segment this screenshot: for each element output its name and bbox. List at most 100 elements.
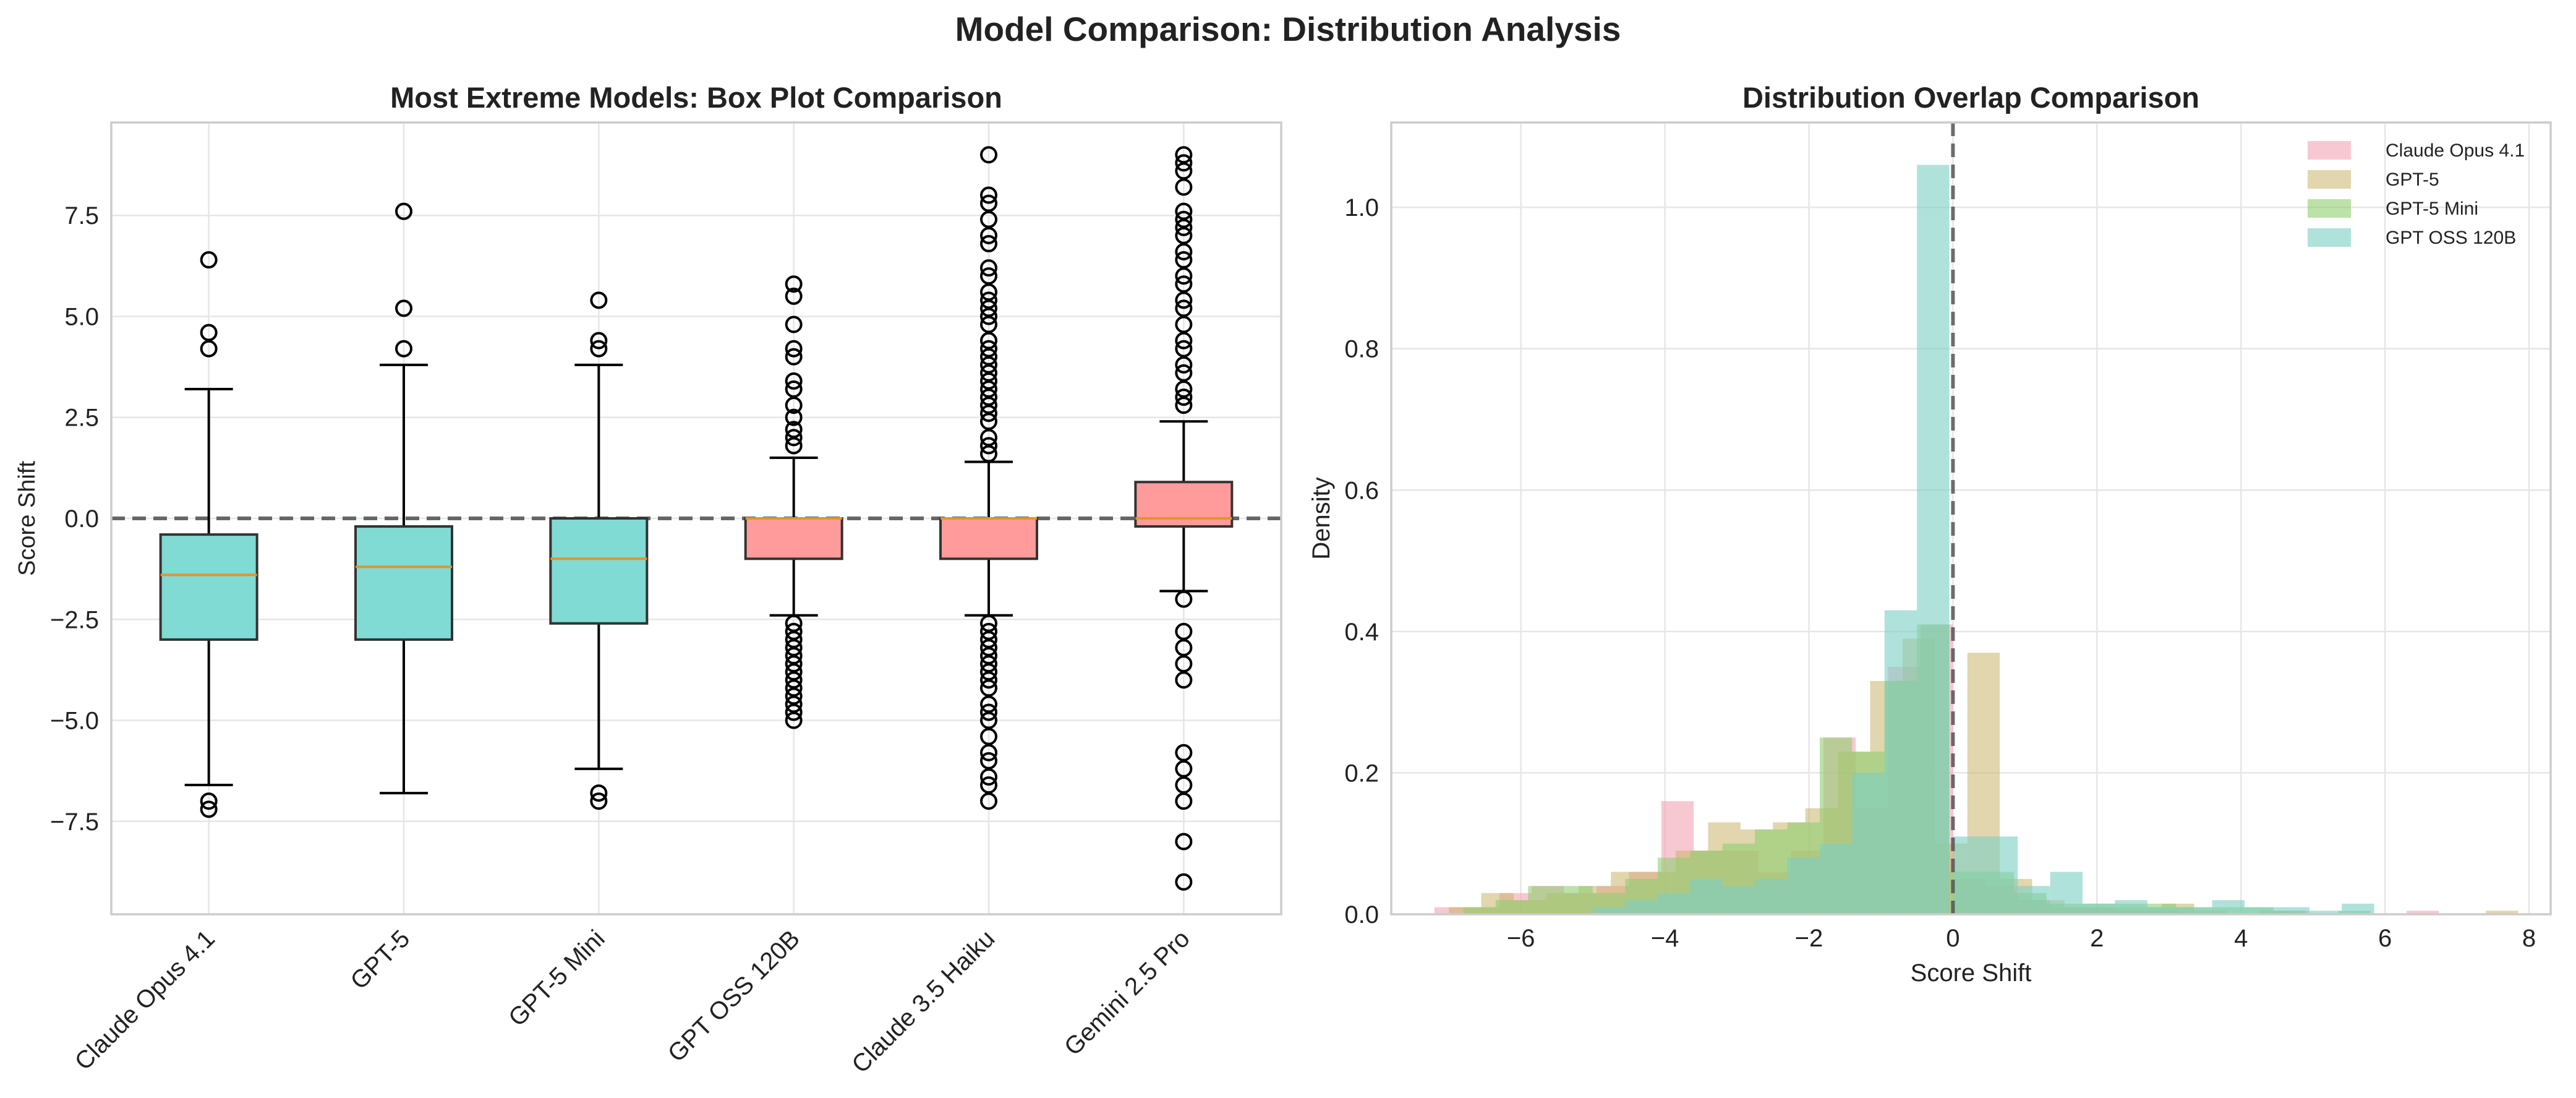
boxplot-outlier-point	[980, 356, 997, 374]
legend-swatch	[2308, 170, 2351, 189]
boxplot-y-tick-label: 5.0	[64, 303, 99, 330]
boxplot-outlier-point	[785, 408, 803, 426]
boxplot-outlier-point	[1175, 146, 1193, 164]
histogram-bar	[1657, 893, 1691, 914]
boxplot-outlier-point	[1175, 202, 1193, 220]
boxplot-outlier-point	[980, 776, 997, 794]
histogram-x-tick-label: 8	[2522, 925, 2536, 952]
histogram-bar	[1755, 878, 1788, 914]
histogram-bar	[2309, 911, 2342, 914]
boxplot-outlier-point	[980, 752, 997, 770]
boxplot-outlier-point	[590, 792, 608, 810]
histogram-bar	[1722, 886, 1755, 914]
histogram-bar	[1852, 773, 1885, 914]
boxplot-outlier-point	[1175, 299, 1193, 317]
boxplot-outlier-point	[980, 348, 997, 366]
histogram-y-tick-label: 0.2	[1344, 760, 1379, 787]
legend-swatch	[2308, 228, 2351, 247]
histogram-x-tick-label: 2	[2090, 925, 2104, 952]
boxplot-x-tick-labels: Claude Opus 4.1 GPT-5 GPT-5 Mini GPT OSS 12…	[70, 925, 1195, 1078]
boxplot-outlier-point	[785, 380, 803, 398]
boxplot-outlier-point	[785, 695, 803, 713]
legend-swatch	[2308, 199, 2351, 218]
boxplot-outlier-point	[785, 671, 803, 689]
figure-title: Model Comparison: Distribution Analysis	[955, 10, 1621, 48]
boxplot-outlier-point	[1175, 242, 1193, 260]
boxplot-outlier-point	[980, 267, 997, 285]
boxplot-outlier-point	[1175, 590, 1193, 608]
boxplot-outlier-point	[980, 727, 997, 745]
boxplot-outlier-point	[980, 226, 997, 244]
boxplot-box	[354, 525, 453, 641]
boxplot-outlier-point	[590, 340, 608, 358]
boxplot-outlier-point	[785, 630, 803, 648]
boxplot-outlier-point	[785, 711, 803, 729]
boxplot-outlier-point	[785, 647, 803, 665]
boxplot-y-tick-label: −2.5	[50, 606, 99, 633]
histogram-bar	[1985, 836, 2018, 914]
boxplot-outlier-point	[980, 655, 997, 673]
boxplot-outlier-point	[785, 315, 803, 333]
histogram-axes-frame	[1390, 121, 2552, 916]
boxplot-outlier-point	[785, 429, 803, 447]
boxplot-outlier-point	[1175, 291, 1193, 309]
boxplot-outlier-point	[980, 671, 997, 689]
boxplot-box	[744, 517, 843, 560]
boxplot-outlier-point	[785, 614, 803, 632]
legend-label: GPT OSS 120B	[2386, 228, 2516, 248]
boxplot-outlier-point	[1175, 340, 1193, 358]
boxplot-outlier-point	[395, 299, 412, 317]
boxplot-box	[159, 533, 258, 641]
histogram-bar	[2147, 907, 2180, 914]
histogram-bar	[1560, 886, 1593, 914]
boxplot-outlier-point	[785, 340, 803, 358]
boxplot-outlier-point	[1175, 315, 1193, 333]
histogram-bar	[2342, 903, 2374, 914]
boxplot-outlier-point	[590, 332, 608, 350]
boxplot-y-tick-label: −5.0	[50, 708, 99, 735]
histogram-bar	[2018, 886, 2050, 914]
boxplot-outlier-point	[980, 703, 997, 721]
boxplot-outlier-point	[785, 372, 803, 390]
boxplot-outlier-point	[980, 332, 997, 350]
boxplot-outlier-point	[785, 663, 803, 681]
boxplot-outlier-point	[980, 234, 997, 252]
boxplot-outlier-point	[980, 283, 997, 301]
boxplot-x-tick-label: GPT-5 Mini	[503, 925, 610, 1032]
boxplot-outlier-point	[980, 445, 997, 463]
histogram-bar	[1593, 907, 1626, 914]
boxplot-outlier-point	[200, 251, 218, 269]
boxplot-outlier-point	[395, 340, 412, 358]
boxplot-box	[549, 517, 649, 625]
boxplot-outlier-point	[980, 630, 997, 648]
boxplot-outlier-point	[980, 299, 997, 317]
histogram-bar	[1528, 886, 1561, 914]
histogram-x-tick-label: 6	[2378, 925, 2392, 952]
boxplot-outlier-point	[785, 275, 803, 293]
histogram-bar	[1690, 878, 1723, 914]
boxplot-outlier-point	[785, 348, 803, 366]
boxplot-outlier-point	[1175, 792, 1193, 810]
boxplot-outlier-point	[1175, 655, 1193, 673]
histogram-bar	[1884, 610, 1917, 914]
boxplot-outlier-point	[785, 655, 803, 673]
histogram-y-axis-label: Density	[1308, 477, 1335, 559]
boxplot-outlier-point	[980, 364, 997, 382]
boxplot-title: Most Extreme Models: Box Plot Comparison	[390, 81, 1002, 114]
boxplot-outlier-point	[1175, 873, 1193, 891]
boxplot-outlier-point	[980, 663, 997, 681]
boxplot-outlier-point	[785, 679, 803, 697]
boxplot-outlier-point	[980, 307, 997, 325]
boxplot-outlier-point	[785, 638, 803, 656]
boxplot-outlier-point	[1175, 833, 1193, 851]
histogram-bar	[2245, 907, 2277, 914]
boxplot-outlier-point	[1175, 356, 1193, 374]
boxplot-outlier-point	[980, 397, 997, 414]
boxplot-outlier-point	[785, 421, 803, 439]
boxplot-y-axis-label: Score Shift	[14, 461, 40, 576]
histogram-y-tick-label: 0.4	[1344, 619, 1379, 646]
boxplot-outlier-point	[980, 340, 997, 358]
histogram-bar	[1917, 165, 1950, 915]
boxplot-outlier-point	[590, 291, 608, 309]
boxplot-outlier-point	[980, 210, 997, 228]
